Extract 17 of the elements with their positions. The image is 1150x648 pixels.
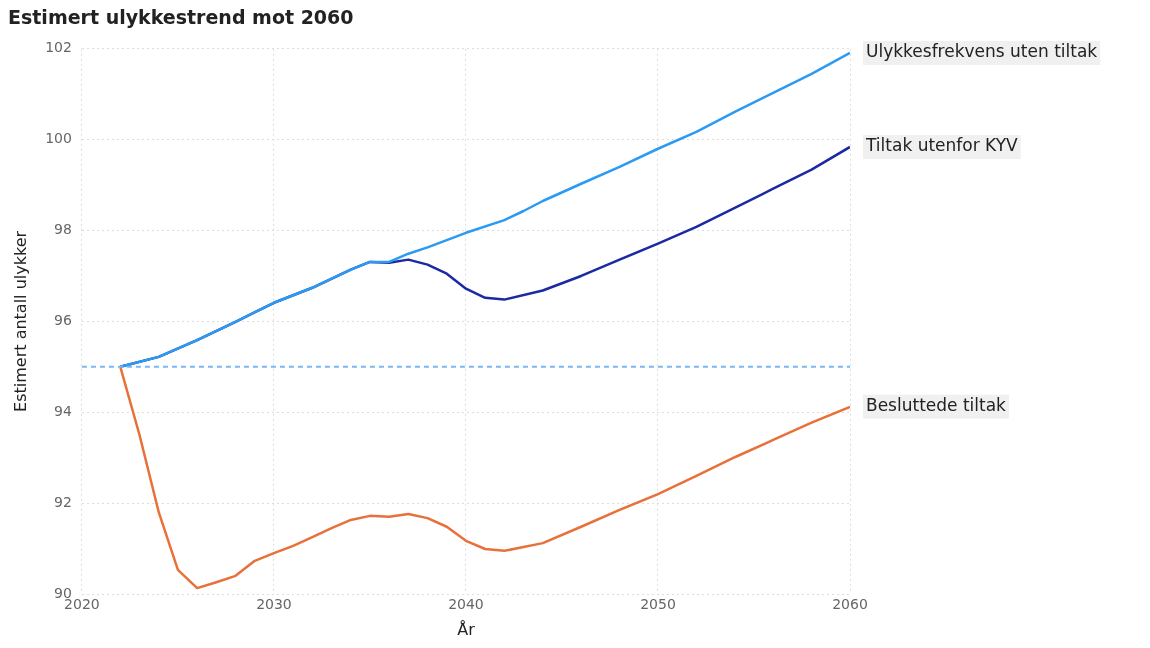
y-tick-label: 100 — [45, 130, 72, 147]
x-tick-label: 2050 — [640, 596, 676, 613]
y-tick-label: 94 — [54, 402, 72, 419]
y-axis-title: Estimert antall ulykker — [10, 230, 30, 412]
x-axis-title: År — [457, 619, 476, 639]
series-label: Tiltak utenfor KYV — [865, 135, 1019, 156]
x-tick-label: 2030 — [256, 596, 292, 613]
y-tick-label: 92 — [54, 493, 72, 510]
y-tick-label: 102 — [45, 39, 72, 56]
series-label: Ulykkesfrekvens uten tiltak — [866, 41, 1098, 62]
series-label: Besluttede tiltak — [866, 395, 1007, 416]
y-tick-label: 98 — [54, 221, 72, 238]
chart-title: Estimert ulykkestrend mot 2060 — [8, 6, 354, 29]
x-tick-label: 2040 — [448, 596, 484, 613]
x-tick-label: 2020 — [64, 596, 100, 613]
y-tick-label: 96 — [54, 312, 72, 329]
x-tick-label: 2060 — [832, 596, 868, 613]
